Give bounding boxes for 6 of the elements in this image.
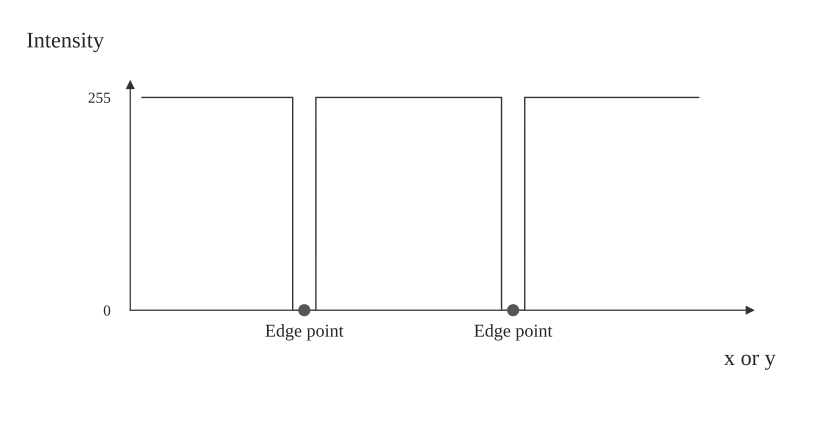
y-tick-label: 255	[88, 92, 110, 103]
y-tick-label: 0	[104, 305, 110, 316]
x-axis-title: x or y	[724, 354, 776, 370]
y-axis-title: Intensity	[27, 32, 104, 52]
x-tick-label: Edge point	[474, 324, 552, 341]
x-tick-label: Edge point	[265, 324, 344, 341]
